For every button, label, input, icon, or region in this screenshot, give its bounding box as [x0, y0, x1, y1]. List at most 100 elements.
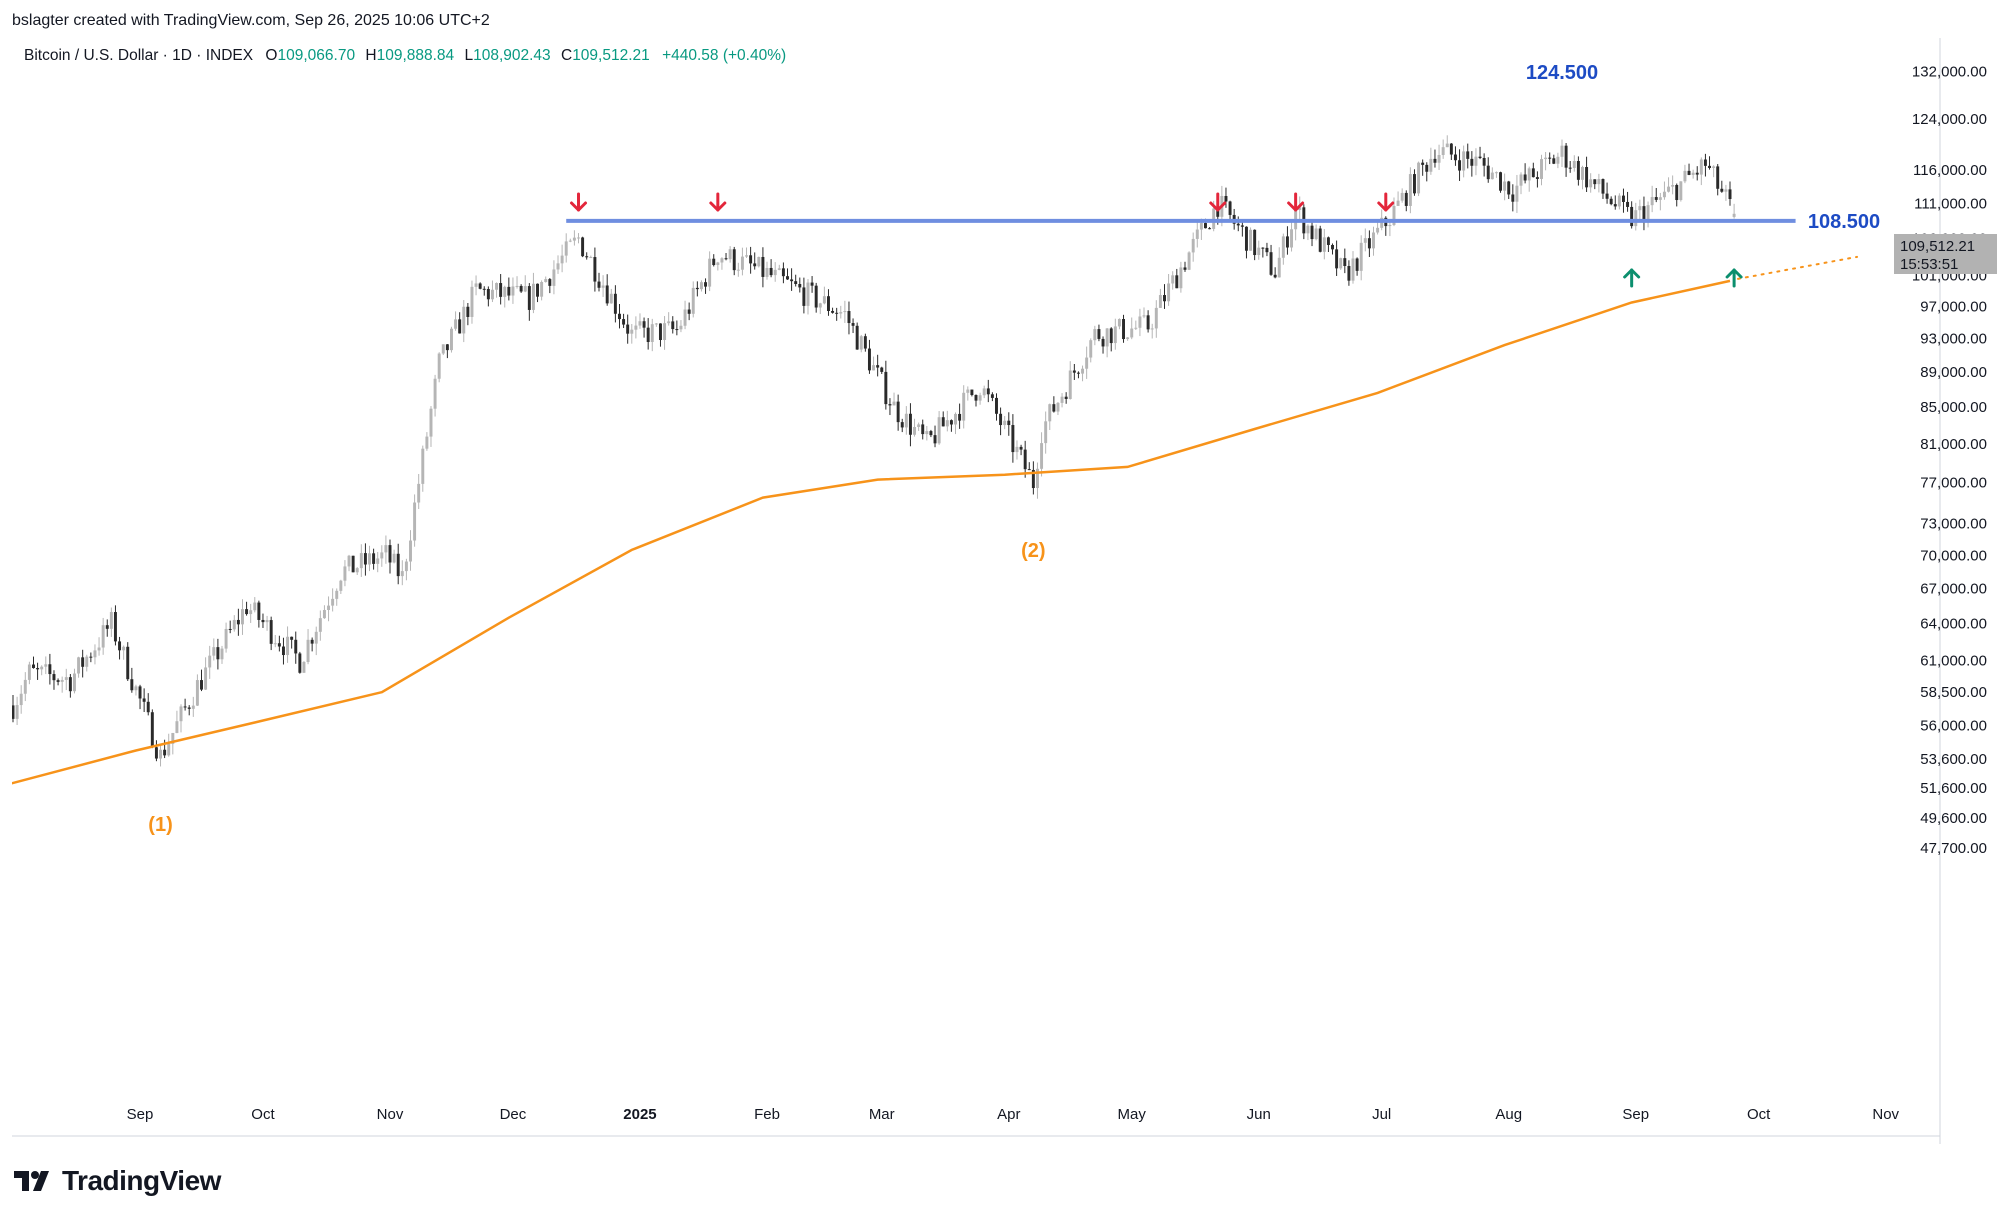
price-tick-label: 70,000.00	[1920, 547, 1987, 564]
candle	[1396, 191, 1400, 206]
time-axis[interactable]: Sep Oct Nov Dec 2025 Feb Mar Apr May Jun Jul Aug Sep…	[127, 1106, 1900, 1123]
price-tick-label: 124,000.00	[1912, 111, 1987, 128]
candle	[277, 635, 281, 652]
candle	[1687, 163, 1691, 176]
candle	[1482, 153, 1486, 177]
moving-average-line	[12, 279, 1731, 785]
candle	[1650, 185, 1654, 213]
support-level-label: 108.500	[1808, 211, 1880, 233]
candle	[622, 313, 626, 329]
candle	[60, 676, 64, 693]
candle	[1732, 203, 1736, 219]
candle	[228, 620, 232, 634]
candle	[388, 539, 392, 574]
candle	[1585, 156, 1589, 192]
candle	[187, 705, 191, 716]
candle	[154, 740, 158, 762]
candle	[921, 419, 925, 440]
candle	[1085, 346, 1089, 379]
candle	[1568, 161, 1572, 173]
candle	[150, 709, 154, 749]
candle	[876, 354, 880, 377]
candle	[872, 356, 876, 371]
candle	[1470, 151, 1474, 177]
candle	[695, 281, 699, 297]
candle	[765, 261, 769, 280]
candle	[900, 418, 904, 433]
price-tick-label: 77,000.00	[1920, 475, 1987, 492]
candle	[913, 418, 917, 437]
candle	[1593, 179, 1597, 190]
candle	[392, 549, 396, 564]
price-tick-label: 61,000.00	[1920, 652, 1987, 669]
candle	[1445, 135, 1449, 148]
candle	[1691, 169, 1695, 179]
candle	[822, 286, 826, 305]
candle	[454, 311, 458, 331]
byline: bslagter created with TradingView.com, S…	[12, 12, 490, 29]
candle	[1527, 166, 1531, 192]
candle	[462, 300, 466, 343]
price-tick-label: 81,000.00	[1920, 436, 1987, 453]
candle	[191, 696, 195, 717]
price-tick-label: 49,600.00	[1920, 810, 1987, 827]
candle	[654, 322, 658, 327]
candle	[515, 276, 519, 289]
candle	[1122, 314, 1125, 343]
candle	[589, 255, 593, 259]
legend-h-value: 109,888.84	[377, 47, 455, 64]
candle	[113, 605, 117, 646]
price-tick-label: 64,000.00	[1920, 616, 1987, 633]
candle	[1597, 173, 1601, 193]
candle	[1634, 202, 1638, 231]
candle	[126, 642, 130, 681]
candle	[490, 280, 494, 303]
candle	[294, 631, 298, 664]
candle	[1699, 157, 1703, 186]
candle	[159, 744, 162, 767]
price-axis[interactable]: 132,000.00 124,000.00 116,000.00 111,000.00…	[1912, 63, 1987, 857]
price-tick-label: 51,600.00	[1920, 780, 1987, 797]
candle	[1703, 153, 1707, 177]
candle	[1630, 201, 1634, 229]
candle	[1130, 317, 1134, 340]
candle	[19, 685, 23, 714]
candle	[1544, 151, 1548, 171]
candle	[384, 535, 388, 564]
candle	[597, 272, 601, 292]
candle	[802, 277, 806, 314]
candle	[331, 588, 335, 612]
price-tick-label: 58,500.00	[1920, 684, 1987, 701]
brand-name: TradingView	[62, 1165, 221, 1196]
candle	[1044, 411, 1048, 454]
candle	[1306, 224, 1310, 241]
legend-c-label: C	[561, 47, 572, 64]
candle	[884, 360, 888, 410]
candle	[1601, 178, 1605, 199]
candle	[896, 394, 900, 431]
candle	[966, 386, 970, 401]
candle	[1564, 142, 1568, 177]
candle	[540, 280, 544, 301]
candle	[1322, 229, 1326, 260]
legend-symbol: Bitcoin / U.S. Dollar · 1D · INDEX	[24, 47, 254, 64]
candle	[1060, 393, 1064, 408]
candle	[995, 393, 998, 421]
candle	[1290, 222, 1294, 252]
chart-svg[interactable]: 108.500 124.500 (1) (2) 132,000.00 124,000.0…	[12, 38, 2000, 1144]
price-tick-label: 111,000.00	[1914, 196, 1987, 213]
candle	[23, 672, 27, 702]
candle	[786, 268, 789, 280]
candle	[1298, 196, 1302, 221]
candle	[593, 247, 597, 292]
time-tick-label: Nov	[1872, 1106, 1899, 1123]
candle	[12, 694, 15, 723]
candle	[1138, 308, 1142, 337]
price-tick-label: 97,000.00	[1920, 298, 1987, 315]
candle	[1277, 247, 1281, 278]
candle	[1134, 320, 1138, 330]
candle	[195, 674, 199, 707]
candle	[413, 494, 417, 547]
candle	[646, 318, 650, 350]
time-tick-label: Nov	[377, 1106, 404, 1123]
